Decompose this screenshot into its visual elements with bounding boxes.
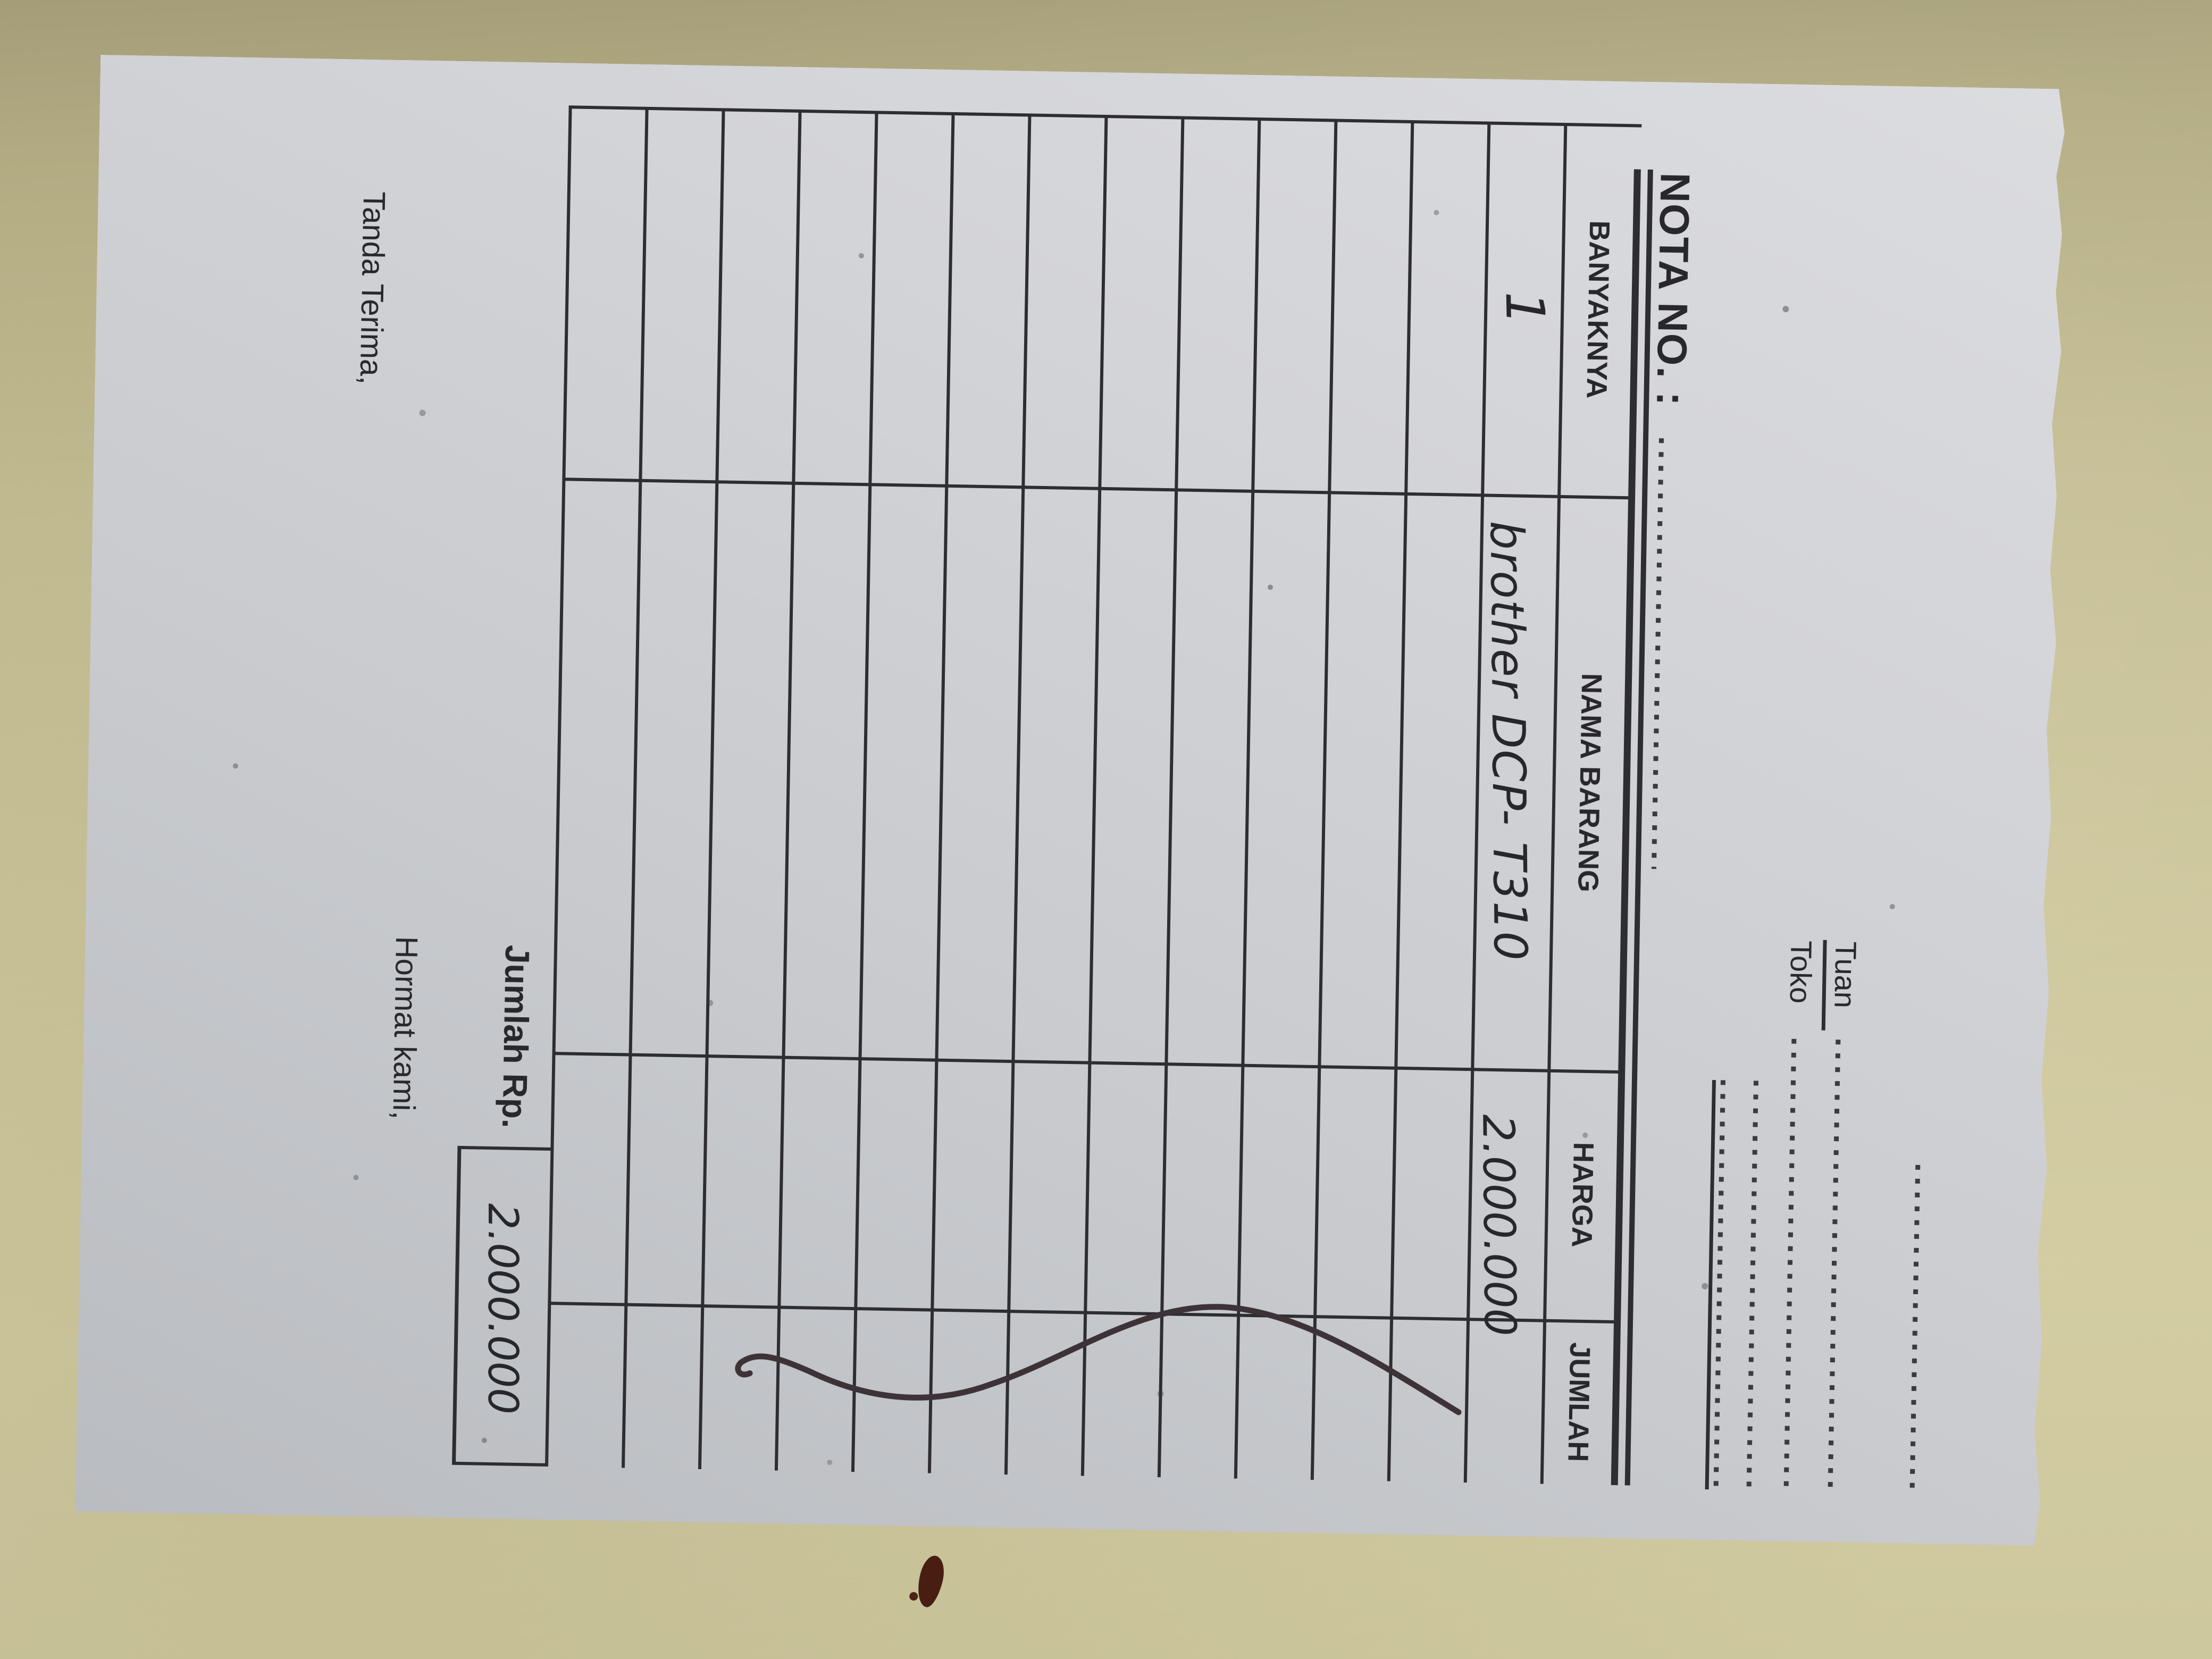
grid-row-line-11	[698, 108, 725, 1469]
total-label: Jumlah Rp.	[495, 944, 537, 1129]
extra-dotted-line-2	[1714, 1080, 1725, 1489]
date-dotted-line	[1910, 1165, 1921, 1493]
total-value: 2.000.000	[479, 1203, 527, 1414]
total-box-left	[458, 1146, 554, 1151]
tuan-label: Tuan	[1828, 941, 1863, 1009]
total-box-right	[453, 1462, 548, 1467]
total-box-bottom	[452, 1146, 461, 1465]
qty-value: 1	[1493, 290, 1556, 326]
toko-dotted-line	[1784, 1039, 1797, 1491]
signature-right-label: Hormat kami,	[386, 936, 424, 1120]
col-header-nama-barang: NAMA BARANG	[1572, 673, 1608, 893]
col-header-jumlah: JUMLAH	[1562, 1342, 1596, 1462]
tuan-dotted-line	[1828, 1040, 1841, 1492]
price-value: 2.000.000	[1472, 1114, 1525, 1337]
col-header-banyaknya: BANYAKNYA	[1580, 220, 1616, 399]
grid-row-line-4	[1234, 118, 1261, 1479]
extra-dotted-line-1	[1747, 1080, 1758, 1490]
nota-number-dotted-line	[1652, 438, 1664, 869]
grid-row-line-6	[1081, 115, 1108, 1476]
signature-left-label: Tanda Terima,	[353, 191, 391, 386]
toko-label: Toko	[1783, 940, 1819, 1004]
tuan-underline	[1822, 940, 1827, 1030]
grid-row-line-12	[622, 107, 649, 1468]
grid-row-line-2	[1387, 120, 1414, 1481]
floor-stain	[912, 1553, 949, 1610]
grid-row-line-9	[851, 111, 878, 1472]
grid-row-line-7	[1004, 113, 1032, 1474]
grid-row-line-8	[928, 112, 955, 1473]
grid-row-line-10	[775, 110, 802, 1471]
nota-title: NOTA NO. :	[1648, 172, 1699, 407]
grid-row-line-5	[1158, 116, 1185, 1477]
grid-row-line-bottom	[545, 105, 572, 1467]
col-header-harga: HARGA	[1565, 1142, 1599, 1248]
paper: NOTA NO. : Tuan Toko BANYAKNYA NAMA BARA…	[75, 55, 2067, 1546]
grid-row-line-3	[1311, 119, 1338, 1480]
item-value: brother DCP- T310	[1479, 520, 1537, 962]
